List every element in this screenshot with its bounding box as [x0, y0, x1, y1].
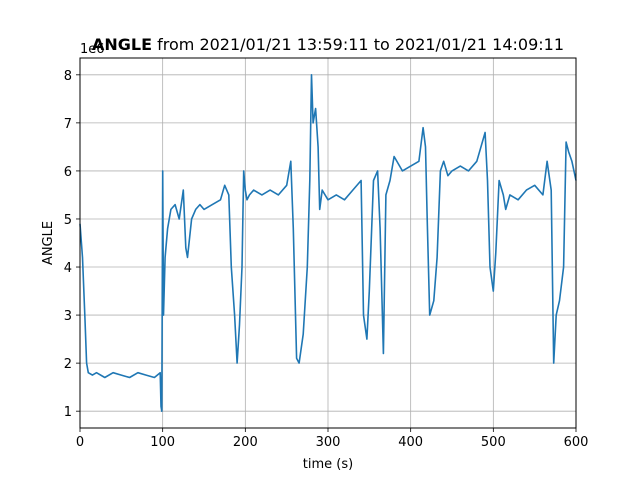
x-axis: 0 100 200 300 400 500 600 — [76, 428, 589, 450]
y-tick-label: 7 — [64, 117, 72, 132]
y-axis: 1 2 3 4 5 6 7 8 — [64, 69, 80, 420]
chart-title: ANGLE from 2021/01/21 13:59:11 to 2021/0… — [92, 35, 564, 54]
series-layer — [79, 74, 577, 413]
x-tick-label: 0 — [76, 435, 84, 450]
y-tick-label: 1 — [64, 405, 72, 420]
x-tick-label: 400 — [398, 435, 423, 450]
x-axis-label: time (s) — [303, 457, 353, 472]
x-tick-label: 100 — [150, 435, 175, 450]
y-tick-label: 4 — [64, 261, 72, 276]
x-tick-label: 600 — [564, 435, 589, 450]
y-tick-label: 2 — [64, 357, 72, 372]
chart-title-bold: ANGLE — [92, 35, 152, 54]
y-offset-label: 1e6 — [80, 42, 105, 57]
x-tick-label: 300 — [316, 435, 341, 450]
y-tick-label: 8 — [64, 69, 72, 84]
series-line-0 — [79, 74, 577, 413]
y-tick-label: 3 — [64, 309, 72, 324]
chart-title-rest: from 2021/01/21 13:59:11 to 2021/01/21 1… — [152, 35, 564, 54]
y-tick-label: 5 — [64, 213, 72, 228]
x-tick-label: 200 — [233, 435, 258, 450]
x-tick-label: 500 — [481, 435, 506, 450]
y-tick-label: 6 — [64, 165, 72, 180]
y-axis-label: ANGLE — [41, 221, 56, 265]
